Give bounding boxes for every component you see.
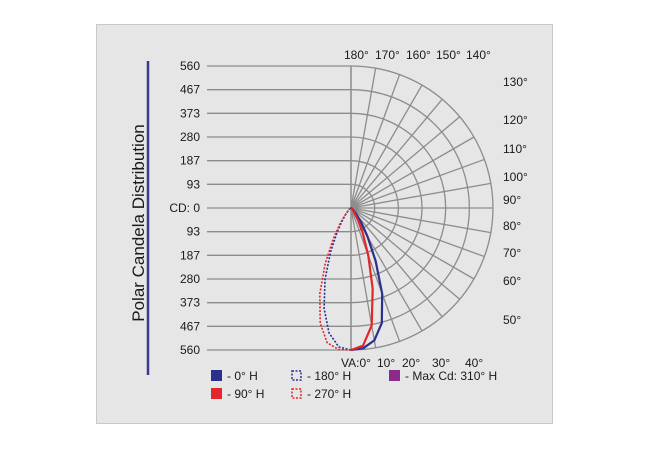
angle-label-right: 70°	[503, 246, 521, 260]
radial-label: CD: 0	[169, 201, 200, 215]
chart-title: Polar Candela Distribution	[129, 124, 148, 322]
legend-swatch	[211, 388, 222, 399]
polar-candela-chart: Polar Candela Distribution 560 467 373 280 1…	[129, 48, 528, 401]
angle-label-bottom: 30°	[432, 356, 450, 370]
radial-label: 467	[180, 83, 200, 97]
polar-grid	[207, 65, 494, 351]
grid-spoke	[350, 68, 377, 209]
legend-label: - 90° H	[227, 387, 264, 401]
grid-spoke	[350, 207, 461, 300]
angle-label-top: 140°	[466, 48, 491, 62]
legend-label: - Max Cd: 310° H	[405, 369, 497, 383]
radial-label: 280	[180, 130, 200, 144]
curve-series	[319, 207, 352, 351]
angle-label-right: 120°	[503, 113, 528, 127]
angle-label-bottom: VA:0°	[341, 356, 371, 370]
legend-label: - 180° H	[307, 369, 351, 383]
radial-label: 467	[180, 319, 200, 333]
angle-label-right: 130°	[503, 75, 528, 89]
grid-spoke	[350, 136, 475, 209]
candela-curves	[319, 206, 384, 352]
angle-label-bottom: 40°	[465, 356, 483, 370]
angle-label-right: 80°	[503, 219, 521, 233]
angle-label-top: 180°	[344, 48, 369, 62]
radial-label: 373	[180, 106, 200, 120]
angle-label-bottom: 20°	[402, 356, 420, 370]
grid-spoke	[350, 98, 443, 209]
grid-spoke	[350, 158, 485, 209]
angle-label-top: 150°	[436, 48, 461, 62]
angle-label-right: 100°	[503, 170, 528, 184]
axis-labels: 560 467 373 280 187 93 CD: 0 93 187 280 373 467 560 1…	[169, 48, 528, 370]
grid-spoke	[350, 182, 491, 209]
radial-label: 187	[180, 248, 200, 262]
curve-series	[350, 207, 374, 352]
grid-spoke	[350, 116, 461, 209]
legend: - 0° H - 180° H - Max Cd: 310° H - 90° H - 2…	[211, 369, 497, 401]
legend-label: - 270° H	[307, 387, 351, 401]
radial-label: 93	[187, 225, 201, 239]
legend-label: - 0° H	[227, 369, 258, 383]
angle-label-top: 170°	[375, 48, 400, 62]
legend-swatch	[291, 388, 302, 399]
radial-label: 373	[180, 296, 200, 310]
radial-label: 560	[180, 59, 200, 73]
angle-label-right: 50°	[503, 313, 521, 327]
grid-spoke	[350, 84, 423, 209]
curve-series	[323, 207, 352, 351]
radial-label: 187	[180, 154, 200, 168]
grid-spoke	[350, 207, 443, 318]
radial-label: 560	[180, 343, 200, 357]
angle-label-top: 160°	[406, 48, 431, 62]
grid-spoke	[350, 207, 475, 280]
angle-label-right: 110°	[503, 142, 527, 156]
grid-spoke	[350, 207, 491, 234]
chart-panel: Polar Candela Distribution 560 467 373 280 1…	[96, 24, 553, 424]
grid-spoke	[350, 207, 401, 342]
radial-label: 280	[180, 272, 200, 286]
angle-label-right: 60°	[503, 274, 521, 288]
grid-spoke	[350, 207, 485, 258]
angle-label-right: 90°	[503, 193, 521, 207]
angle-label-bottom: 10°	[377, 356, 395, 370]
legend-swatch	[389, 370, 400, 381]
legend-swatch	[291, 370, 302, 381]
legend-swatch	[211, 370, 222, 381]
grid-spoke	[350, 74, 401, 209]
radial-label: 93	[187, 177, 201, 191]
